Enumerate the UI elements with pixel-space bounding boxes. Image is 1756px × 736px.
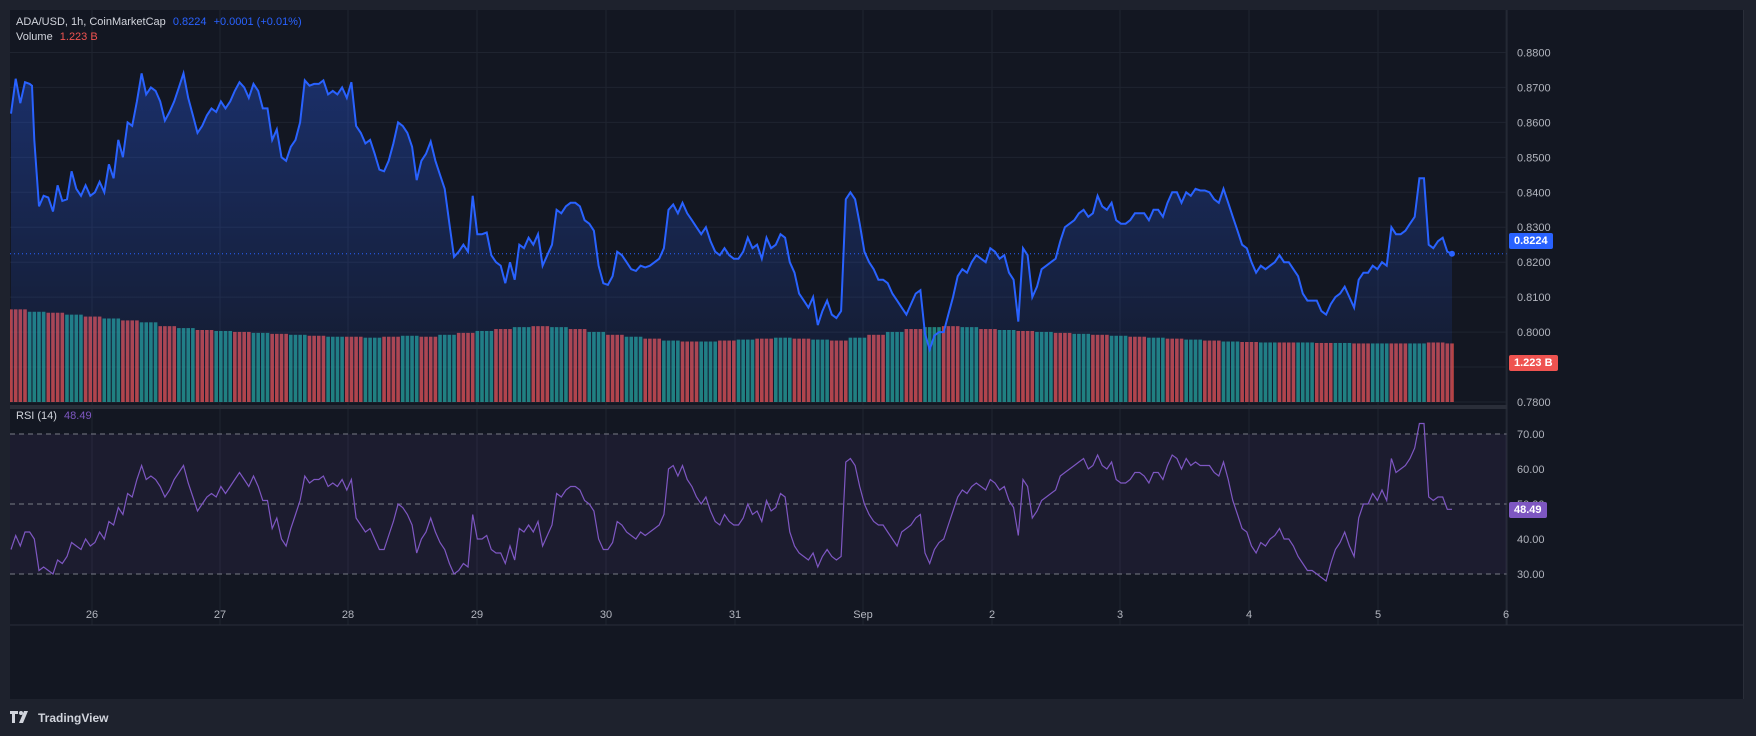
volume-legend[interactable]: Volume 1.223 B	[16, 31, 102, 43]
time-tick-label: 29	[471, 609, 483, 621]
time-tick-label: Sep	[853, 609, 873, 621]
time-tick-label: 3	[1117, 609, 1123, 621]
price-tick-label: 0.8000	[1517, 327, 1551, 339]
price-tick-label: 0.8700	[1517, 82, 1551, 94]
time-tick-label: 4	[1246, 609, 1252, 621]
last-price-value: 0.8224	[172, 16, 207, 28]
time-tick-label: 2	[989, 609, 995, 621]
symbol-title[interactable]: ADA/USD, 1h, CoinMarketCap	[16, 16, 166, 28]
price-tick-label: 0.8500	[1517, 152, 1551, 164]
price-tick-label: 0.8100	[1517, 292, 1551, 304]
brand-name[interactable]: TradingView	[38, 711, 109, 725]
time-tick-label: 28	[342, 609, 354, 621]
volume-value: 1.223 B	[59, 31, 98, 43]
rsi-line	[10, 422, 1452, 583]
rsi-tick-label: 30.00	[1517, 569, 1545, 581]
last-price-dot	[1449, 250, 1455, 257]
rsi-label[interactable]: RSI (14)	[16, 410, 57, 422]
price-tick-label: 0.8300	[1517, 222, 1551, 234]
time-tick-label: 30	[600, 609, 612, 621]
chart-frame: 0.8800 0.8700 0.8600 0.8500 0.8400 0.8300 0.82…	[9, 10, 1744, 699]
price-line	[10, 69, 1453, 353]
price-tick-label: 0.8800	[1517, 47, 1551, 59]
volume-badge: 1.223 B	[1509, 355, 1558, 371]
price-badge: 0.8224	[1509, 233, 1553, 249]
chart-canvas[interactable]: 0.88000.87000.86000.85000.84000.83000.82…	[9, 10, 1743, 699]
price-change-value: +0.0001 (+0.01%)	[213, 16, 302, 28]
tradingview-logo-icon	[10, 711, 28, 723]
rsi-legend[interactable]: RSI (14) 48.49	[16, 410, 96, 422]
time-axis: 26 27 28 29 30 31 Sep 2 3 4 5 6	[86, 609, 1509, 621]
volume-label[interactable]: Volume	[16, 31, 53, 43]
time-tick-label: 5	[1375, 609, 1381, 621]
price-tick-label: 0.7800	[1517, 397, 1551, 409]
rsi-value: 48.49	[64, 410, 92, 422]
rsi-tick-label: 70.00	[1517, 429, 1545, 441]
footer: TradingView	[10, 706, 108, 730]
rsi-badge: 48.49	[1509, 502, 1547, 518]
rsi-tick-label: 60.00	[1517, 464, 1545, 476]
time-tick-label: 26	[86, 609, 98, 621]
price-tick-label: 0.8600	[1517, 117, 1551, 129]
time-tick-label: 6	[1503, 609, 1509, 621]
rsi-band-lines	[10, 433, 1507, 575]
time-tick-label: 31	[729, 609, 741, 621]
price-tick-label: 0.8400	[1517, 187, 1551, 199]
price-tick-label: 0.8200	[1517, 257, 1551, 269]
main-legend[interactable]: ADA/USD, 1h, CoinMarketCap 0.8224 +0.000…	[16, 16, 306, 28]
time-tick-label: 27	[214, 609, 226, 621]
price-area-fill	[11, 73, 1452, 403]
rsi-tick-label: 40.00	[1517, 534, 1545, 546]
